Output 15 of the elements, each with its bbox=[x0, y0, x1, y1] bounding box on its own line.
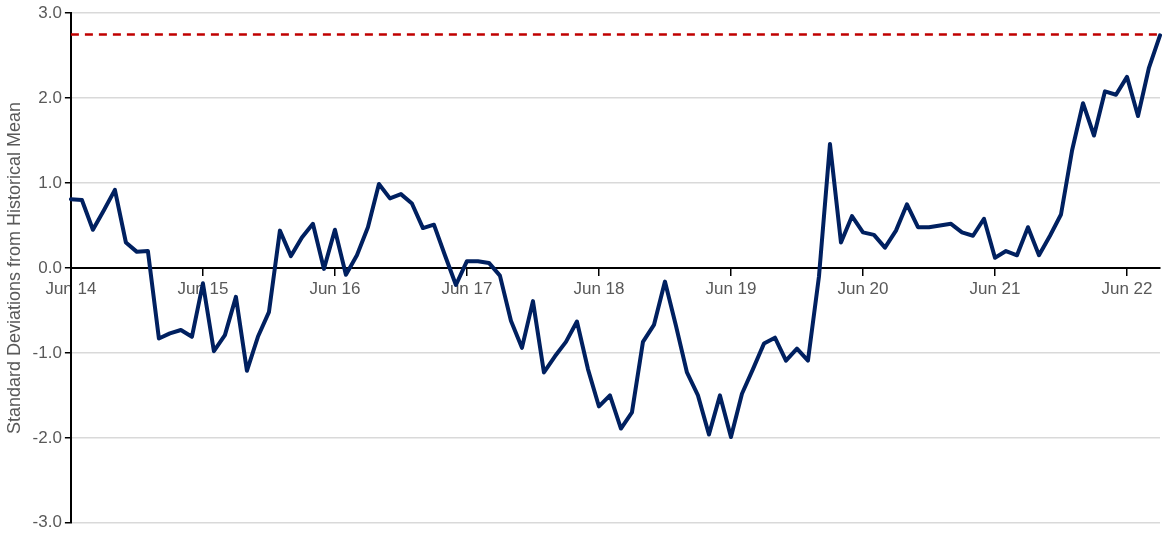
y-tick-label: 0.0 bbox=[38, 257, 62, 277]
x-tick-label: Jun 20 bbox=[837, 278, 889, 298]
x-tick-label: Jun 22 bbox=[1101, 278, 1153, 298]
x-tick-label: Jun 16 bbox=[309, 278, 361, 298]
y-tick-label: 1.0 bbox=[38, 172, 62, 192]
y-tick-label: -1.0 bbox=[32, 342, 62, 362]
y-tick-label: 2.0 bbox=[38, 87, 62, 107]
x-tick-label: Jun 21 bbox=[969, 278, 1021, 298]
x-tick-label: Jun 19 bbox=[705, 278, 757, 298]
y-tick-label: -2.0 bbox=[32, 427, 62, 447]
y-tick-label: 3.0 bbox=[38, 2, 62, 22]
x-tick-label: Jun 18 bbox=[573, 278, 625, 298]
y-tick-label: -3.0 bbox=[32, 512, 62, 532]
x-tick-label: Jun 17 bbox=[441, 278, 493, 298]
y-axis-title: Standard Deviations from Historical Mean bbox=[3, 101, 24, 435]
